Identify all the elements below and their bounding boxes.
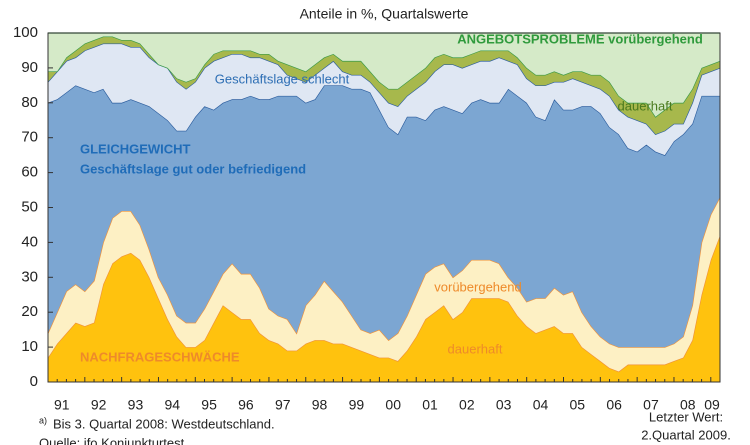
series-label: dauerhaft [618,98,673,113]
annotation: NACHFRAGESCHWÄCHE [80,349,240,364]
y-tick-label: 80 [21,94,38,111]
x-tick-label: 00 [385,397,401,413]
footnote: Bis 3. Quartal 2008: Westdeutschland. [53,416,275,431]
chart-title: Anteile in %, Quartalswerte [300,6,469,22]
series-label: ANGEBOTSPROBLEME vorübergehend [457,31,703,46]
x-tick-label: 02 [459,397,475,413]
x-tick-label: 01 [422,397,438,413]
x-tick-label: 97 [275,397,291,413]
x-tick-label: 96 [238,397,254,413]
area [48,43,720,156]
y-tick-label: 30 [21,268,38,285]
x-tick-label: 07 [643,397,659,413]
last-value: 2.Quartal 2009. [641,427,731,442]
x-tick-label: 99 [349,397,365,413]
x-tick-label: 08 [680,397,696,413]
x-tick-label: 03 [496,397,512,413]
series-label: Geschäftslage gut oder befriedigend [80,161,306,176]
x-tick-label: 91 [54,397,70,413]
y-tick-label: 70 [21,129,38,146]
area [48,235,720,382]
area [48,85,720,348]
x-tick-label: 98 [312,397,328,413]
source: Quelle: ifo Konjunkturtest. [39,435,188,445]
x-tick-label: 94 [164,397,180,413]
y-tick-label: 10 [21,338,38,355]
y-tick-label: 50 [21,198,38,215]
last-value: Letzter Wert: [649,409,723,424]
y-tick-label: 100 [13,24,38,41]
series-label: dauerhaft [448,341,503,356]
x-tick-label: 04 [533,397,549,413]
x-tick-label: 05 [570,397,586,413]
area [48,197,720,372]
annotation: GLEICHGEWICHT [80,141,191,156]
x-tick-label: 92 [91,397,107,413]
y-tick-label: 40 [21,233,38,250]
area [48,33,720,117]
x-tick-label: 93 [128,397,144,413]
series-label: vorübergehend [434,279,521,294]
footnote-mark: a) [39,415,47,425]
y-tick-label: 0 [30,373,38,390]
series-label: Geschäftslage schlecht [215,71,350,86]
x-tick-label: 95 [201,397,217,413]
x-tick-label: 06 [606,397,622,413]
y-tick-label: 90 [21,59,38,76]
y-tick-label: 20 [21,303,38,320]
y-tick-label: 60 [21,164,38,181]
x-tick-label: 09 [704,397,720,413]
